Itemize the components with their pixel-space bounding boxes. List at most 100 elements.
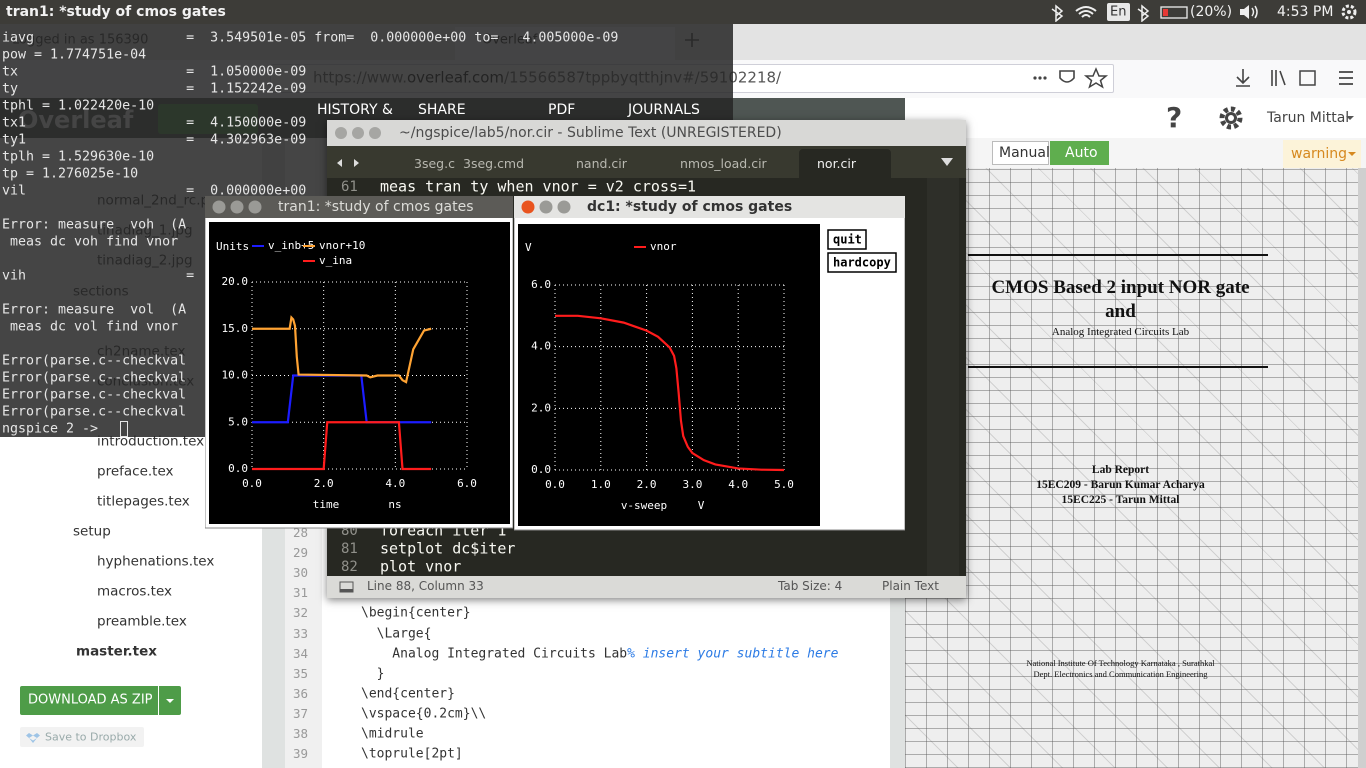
settings-gear[interactable]	[1216, 103, 1246, 133]
code-line: \toprule[2pt]	[361, 748, 463, 761]
minimize-button[interactable]	[230, 200, 244, 214]
page-actions[interactable]	[1033, 76, 1047, 80]
terminal-line: tplh = 1.529630e-10	[2, 149, 155, 165]
tab-title[interactable]: 3seg.cmd	[463, 155, 525, 171]
line-number: 38	[293, 725, 309, 741]
x-axis-unit: V	[698, 499, 705, 512]
y-tick-label: 5.0	[228, 415, 248, 428]
download-button[interactable]	[20, 686, 158, 715]
menu-item[interactable]: PDF	[548, 102, 576, 118]
menu-item[interactable]: JOURNALS	[628, 102, 700, 118]
line-number: 35	[293, 665, 309, 681]
sidebar-icon[interactable]	[1299, 70, 1316, 86]
file-item[interactable]: preamble.tex	[97, 613, 187, 630]
menu-item[interactable]: HISTORY &	[317, 102, 393, 118]
dropbox-icon	[26, 733, 40, 743]
close-button[interactable]	[335, 127, 347, 139]
bluetooth-icon[interactable]	[1137, 4, 1150, 22]
minimap[interactable]	[927, 178, 959, 576]
x-tick-label: 0.0	[545, 478, 565, 491]
plot-window: tran1: *study of cmos gates 0.0 5.0 10.0 15.…	[205, 196, 513, 529]
file-item[interactable]: introduction.tex	[97, 433, 205, 450]
maximize-button[interactable]	[369, 127, 381, 139]
code-text: \toprule[2pt]	[361, 746, 463, 762]
maximize-button[interactable]	[557, 200, 571, 214]
mode-manual[interactable]	[992, 141, 1049, 165]
tab-title[interactable]: nand.cir	[576, 155, 627, 171]
pocket-icon[interactable]	[1059, 70, 1075, 83]
status-tab-size[interactable]: Tab Size: 4	[778, 579, 843, 593]
close-button[interactable]	[521, 200, 535, 214]
pdf-report: Lab Report	[1091, 464, 1150, 476]
keyboard-layout[interactable]: En	[1110, 4, 1127, 20]
tab-menu[interactable]	[939, 156, 955, 168]
terminal-line: tx = 1.050000e-09	[2, 64, 307, 80]
user-menu[interactable]: Tarun Mittal	[1267, 110, 1350, 126]
pdf-author: 15EC209 - Barun Kumar Acharya	[1036, 479, 1205, 491]
mode-auto[interactable]	[1050, 141, 1109, 165]
bookmark-star[interactable]	[1083, 67, 1109, 89]
menu-item[interactable]: SHARE	[418, 102, 466, 118]
code-line: \begin{center}	[361, 607, 471, 620]
pdf-author: 15EC225 - Tarun Mittal	[1061, 494, 1180, 506]
series-line	[555, 314, 785, 472]
system-menu[interactable]	[1340, 3, 1358, 21]
file-item[interactable]: preface.tex	[97, 463, 174, 480]
active-tab[interactable]	[799, 149, 891, 178]
status-syntax[interactable]: Plain Text	[882, 579, 939, 593]
plot-button[interactable]	[827, 252, 897, 273]
plot-button-label[interactable]: quit	[833, 233, 862, 247]
pdf-scrollbar[interactable]	[1358, 168, 1366, 768]
file-item[interactable]: macros.tex	[97, 583, 173, 600]
tab-arrows[interactable]	[335, 156, 361, 170]
terminal-line: Error: measure voh (A	[2, 217, 187, 233]
download-dropdown[interactable]	[159, 686, 181, 715]
maximize-button[interactable]	[248, 200, 262, 214]
download-label[interactable]: DOWNLOAD AS ZIP	[28, 692, 153, 708]
panel-toggle[interactable]	[339, 580, 355, 594]
tab-title[interactable]: 3seg.c	[414, 155, 455, 171]
plot-button-label[interactable]: hardcopy	[833, 256, 891, 270]
menu-icon[interactable]	[1339, 71, 1353, 85]
terminal-prompt[interactable]: ngspice 2 ->	[2, 421, 99, 437]
title-bar	[514, 196, 905, 218]
keyboard-indicator[interactable]	[1107, 3, 1130, 21]
mode-label[interactable]: Auto	[1065, 145, 1098, 161]
terminal-line: tx1 = 4.150000e-09	[2, 115, 307, 131]
minimize-button[interactable]	[352, 127, 364, 139]
help-button[interactable]: ?	[1166, 101, 1183, 134]
library-icon[interactable]	[1271, 70, 1286, 86]
legend-label: v_ina	[319, 254, 352, 267]
cursor	[120, 421, 128, 437]
terminal-line: ty = 1.152242e-09	[2, 81, 307, 97]
volume-icon[interactable]	[1238, 3, 1262, 21]
warning-label[interactable]: warning	[1291, 146, 1348, 162]
main-file-item[interactable]: master.tex	[76, 643, 157, 660]
battery-icon[interactable]	[1160, 6, 1188, 19]
line-number: 29	[293, 544, 309, 560]
file-item[interactable]: hyphenations.tex	[97, 553, 215, 570]
dropbox-label[interactable]: Save to Dropbox	[45, 730, 137, 744]
downloads-icon[interactable]	[1236, 69, 1250, 87]
warning-badge[interactable]	[1283, 140, 1361, 168]
window-title: dc1: *study of cmos gates	[587, 199, 792, 215]
folder-item[interactable]: setup	[73, 523, 111, 540]
clock[interactable]: 4:53 PM	[1277, 4, 1334, 20]
tab-title[interactable]: nmos_load.cir	[680, 155, 767, 171]
y-tick-label: 4.0	[531, 340, 551, 353]
terminal-line: ty1 = 4.302963e-09	[2, 132, 307, 148]
status-bar	[327, 576, 966, 598]
tab-title[interactable]: nor.cir	[817, 155, 857, 171]
file-item[interactable]: titlepages.tex	[97, 493, 190, 510]
battery-percent[interactable]: (20%)	[1190, 4, 1233, 20]
wifi-icon[interactable]	[1075, 6, 1097, 18]
battery-indicators	[1137, 4, 1188, 22]
minimize-button[interactable]	[539, 200, 553, 214]
user-caret	[1346, 116, 1354, 120]
pdf-title: and	[1105, 301, 1136, 322]
mode-label[interactable]: Manual	[999, 145, 1050, 161]
dropbox-button[interactable]	[20, 727, 144, 747]
plot-button[interactable]	[827, 229, 867, 250]
bluetooth-icon[interactable]	[1051, 4, 1064, 22]
close-button[interactable]	[212, 200, 226, 214]
